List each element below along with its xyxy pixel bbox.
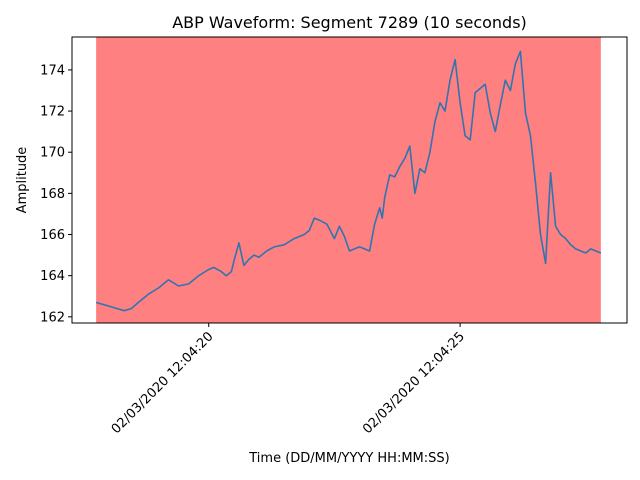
y-tick-label: 166 (40, 228, 65, 243)
shaded-region (96, 37, 601, 323)
y-tick-label: 172 (40, 105, 65, 120)
series-layer (95, 50, 602, 312)
plot-frame (71, 36, 628, 324)
y-tick-label: 170 (40, 146, 65, 161)
y-axis-label: Amplitude (15, 147, 30, 214)
series-line-0 (95, 50, 602, 312)
y-tick-label: 162 (40, 310, 65, 325)
y-tick-label: 174 (40, 63, 65, 78)
chart-title: ABP Waveform: Segment 7289 (10 seconds) (172, 13, 527, 32)
y-axis-ticks: 162 164 166 168 170 172 174 (40, 63, 72, 325)
y-tick-label: 168 (40, 187, 65, 202)
x-axis-label: Time (DD/MM/YYYY HH:MM:SS) (248, 451, 449, 466)
y-tick-label: 164 (40, 269, 65, 284)
